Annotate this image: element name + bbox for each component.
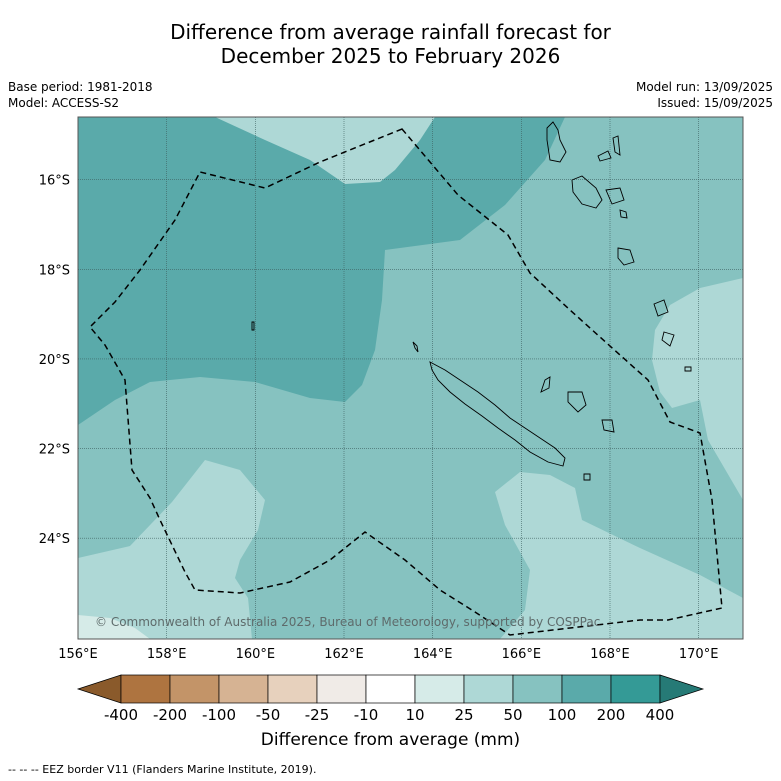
map-title: Difference from average rainfall forecas… [0, 20, 781, 68]
title-line-1: Difference from average rainfall forecas… [170, 20, 611, 44]
lon-tick-label: 164°E [413, 647, 453, 662]
colorbar-extend-low [76, 674, 122, 704]
colorbar-tick-label: 200 [597, 706, 626, 724]
lon-tick-label: 156°E [58, 647, 98, 662]
colorbar-tick-label: -200 [153, 706, 187, 724]
latitude-ticks: 16°S 18°S 20°S 22°S 24°S [39, 174, 70, 547]
copyright-text: © Commonwealth of Australia 2025, Bureau… [95, 615, 600, 629]
run-info: Model run: 13/09/2025 Issued: 15/09/2025 [636, 79, 773, 111]
lat-tick-label: 18°S [39, 263, 70, 278]
graticule [78, 117, 743, 639]
new-caledonia-coast [429, 361, 566, 467]
footnote: -- -- -- EEZ border V11 (Flanders Marine… [8, 763, 317, 776]
lon-tick-label: 170°E [679, 647, 719, 662]
colorbar-tick-label: -50 [256, 706, 281, 724]
lon-tick-label: 158°E [147, 647, 187, 662]
colorbar-swatch [365, 674, 416, 704]
longitude-ticks: 156°E 158°E 160°E 162°E 164°E 166°E 168°E 170°E [58, 647, 718, 662]
zone-100-200mm [78, 117, 565, 425]
lat-tick-label: 16°S [39, 174, 70, 189]
model-run-text: Model run: 13/09/2025 [635, 80, 773, 94]
lat-tick-label: 20°S [39, 353, 70, 368]
colorbar-swatch [169, 674, 220, 704]
colorbar-swatch [218, 674, 269, 704]
colorbar-tick-label: -25 [305, 706, 330, 724]
zone-10-25mm [78, 615, 150, 639]
vanuatu-coast [546, 121, 692, 372]
map-frame [77, 116, 744, 640]
base-period-text: Base period: 1981-2018 [8, 80, 153, 94]
title-line-2: December 2025 to February 2026 [220, 44, 561, 68]
lon-tick-label: 162°E [324, 647, 364, 662]
coastlines [251, 121, 692, 481]
colorbar-swatch [561, 674, 612, 704]
reef-islets [251, 321, 591, 481]
model-text: Model: ACCESS-S2 [8, 96, 120, 110]
zone-25-50mm [495, 472, 743, 639]
colorbar-extend-high [659, 674, 705, 704]
lat-tick-label: 24°S [39, 532, 70, 547]
zone-25-50mm [78, 460, 265, 639]
colorbar-tick-label: 50 [503, 706, 522, 724]
lon-tick-label: 168°E [590, 647, 630, 662]
colorbar: -400 -200 -100 -50 -25 -10 10 25 50 100 200 400 [76, 674, 705, 724]
colorbar-tick-label: 10 [405, 706, 424, 724]
loyalty-islands-coast [540, 376, 615, 433]
colorbar-tick-label: -100 [202, 706, 236, 724]
colorbar-tick-label: -400 [104, 706, 138, 724]
eez-border [88, 128, 723, 636]
colorbar-swatch [267, 674, 318, 704]
zone-25-50mm [652, 278, 743, 500]
colorbar-swatch [120, 674, 171, 704]
rainfall-field [78, 117, 743, 639]
zone-25-50mm [215, 117, 435, 184]
colorbar-swatch [610, 674, 661, 704]
issued-text: Issued: 15/09/2025 [657, 96, 773, 110]
colorbar-swatch [414, 674, 465, 704]
colorbar-tick-label: 25 [454, 706, 473, 724]
model-info: Base period: 1981-2018 Model: ACCESS-S2 [8, 79, 153, 111]
lon-tick-label: 166°E [502, 647, 542, 662]
colorbar-swatch [512, 674, 563, 704]
lon-tick-label: 160°E [236, 647, 276, 662]
colorbar-swatch [463, 674, 514, 704]
colorbar-tick-label: 100 [548, 706, 577, 724]
colorbar-tick-label: 400 [646, 706, 675, 724]
colorbar-swatch [316, 674, 367, 704]
colorbar-tick-label: -10 [354, 706, 379, 724]
lat-tick-label: 22°S [39, 443, 70, 458]
colorbar-title: Difference from average (mm) [260, 730, 521, 750]
